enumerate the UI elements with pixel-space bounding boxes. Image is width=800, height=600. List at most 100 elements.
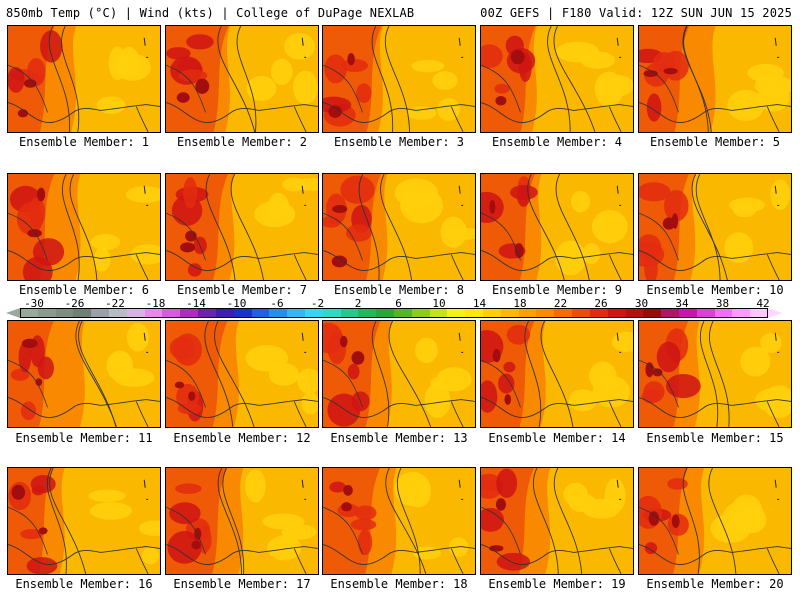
colorbar-segment xyxy=(500,308,520,318)
colorbar-segment xyxy=(287,308,306,318)
colorbar-tick-label: 22 xyxy=(553,297,568,310)
colorbar-segment xyxy=(447,308,466,318)
colorbar-segment xyxy=(678,308,698,318)
colorbar-tick-label: -26 xyxy=(64,297,85,310)
colorbar-segment xyxy=(554,308,573,318)
colorbar-segment xyxy=(198,308,217,318)
ensemble-member-label: Ensemble Member: 10 xyxy=(646,283,784,297)
colorbar-segment xyxy=(376,308,395,318)
ensemble-member-label: Ensemble Member: 4 xyxy=(491,135,623,149)
ensemble-member-map xyxy=(480,467,634,575)
colorbar-tick-label: -10 xyxy=(226,297,247,310)
colorbar-segment xyxy=(696,308,716,318)
colorbar-segment xyxy=(55,308,74,318)
colorbar-tick-label: -18 xyxy=(145,297,166,310)
ensemble-member-label: Ensemble Member: 20 xyxy=(646,577,784,591)
ensemble-member-map xyxy=(322,320,476,428)
colorbar-segment xyxy=(126,308,146,318)
ensemble-member-map xyxy=(165,173,319,281)
run-valid-time: 00Z GEFS | F180 Valid: 12Z SUN JUN 15 20… xyxy=(480,6,792,20)
ensemble-member-map xyxy=(322,25,476,133)
colorbar-tick-label: -14 xyxy=(186,297,206,310)
ensemble-member-map xyxy=(322,173,476,281)
colorbar-segment xyxy=(483,308,502,318)
colorbar-segment xyxy=(572,308,591,318)
colorbar-segment xyxy=(714,308,733,318)
colorbar-segment xyxy=(625,308,644,318)
ensemble-member-label: Ensemble Member: 16 xyxy=(15,577,153,591)
ensemble-member-label: Ensemble Member: 12 xyxy=(173,431,311,445)
colorbar-segment xyxy=(536,308,555,318)
colorbar-segment xyxy=(358,308,377,318)
ensemble-member-map xyxy=(165,467,319,575)
colorbar-segment xyxy=(465,308,484,318)
ensemble-member-map xyxy=(480,320,634,428)
ensemble-member-map xyxy=(480,25,634,133)
colorbar-segment xyxy=(144,308,163,318)
colorbar-tick-label: -22 xyxy=(105,297,125,310)
colorbar-segment xyxy=(233,308,252,318)
temperature-colorbar xyxy=(20,308,769,318)
colorbar-tick-label: -2 xyxy=(310,297,325,310)
ensemble-member-map xyxy=(7,173,161,281)
colorbar-segment xyxy=(322,308,342,318)
ensemble-member-label: Ensemble Member: 17 xyxy=(173,577,311,591)
colorbar-segment xyxy=(269,308,288,318)
colorbar-tick-label: -6 xyxy=(270,297,284,310)
ensemble-member-label: Ensemble Member: 7 xyxy=(176,283,308,297)
ensemble-member-label: Ensemble Member: 2 xyxy=(176,135,308,149)
colorbar-segment xyxy=(304,308,324,318)
ensemble-member-map xyxy=(638,173,792,281)
colorbar-segment xyxy=(109,308,128,318)
map-title: 850mb Temp (°C) | Wind (kts) | College o… xyxy=(6,6,415,20)
ensemble-member-label: Ensemble Member: 8 xyxy=(333,283,465,297)
ensemble-member-map xyxy=(638,320,792,428)
colorbar-segment xyxy=(661,308,680,318)
colorbar-tick-label: 18 xyxy=(513,297,527,310)
colorbar-tick-label: 6 xyxy=(395,297,402,310)
colorbar-left-arrow xyxy=(6,308,20,318)
ensemble-member-map xyxy=(165,320,319,428)
colorbar-segment xyxy=(251,308,270,318)
ensemble-member-map xyxy=(7,467,161,575)
ensemble-member-label: Ensemble Member: 19 xyxy=(488,577,626,591)
colorbar-tick-label: 26 xyxy=(594,297,608,310)
colorbar-segment xyxy=(73,308,92,318)
colorbar-tick-label: -30 xyxy=(24,297,44,310)
ensemble-member-label: Ensemble Member: 15 xyxy=(646,431,784,445)
colorbar-segment xyxy=(429,308,448,318)
ensemble-member-label: Ensemble Member: 9 xyxy=(491,283,623,297)
colorbar-segment xyxy=(91,308,110,318)
colorbar-segment xyxy=(750,308,769,318)
colorbar-segment xyxy=(180,308,199,318)
ensemble-member-label: Ensemble Member: 6 xyxy=(18,283,150,297)
colorbar-segment xyxy=(162,308,181,318)
colorbar-segment xyxy=(607,308,626,318)
colorbar-tick-label: 30 xyxy=(634,297,649,310)
ensemble-member-label: Ensemble Member: 11 xyxy=(15,431,153,445)
ensemble-member-label: Ensemble Member: 5 xyxy=(649,135,781,149)
colorbar-tick-label: 38 xyxy=(715,297,730,310)
ensemble-member-label: Ensemble Member: 14 xyxy=(488,431,626,445)
colorbar-tick-label: 42 xyxy=(756,297,770,310)
ensemble-member-map xyxy=(638,25,792,133)
colorbar-tick-label: 14 xyxy=(472,297,487,310)
ensemble-member-label: Ensemble Member: 18 xyxy=(330,577,468,591)
ensemble-member-label: Ensemble Member: 13 xyxy=(330,431,468,445)
ensemble-member-label: Ensemble Member: 1 xyxy=(18,135,150,149)
colorbar-segment xyxy=(20,308,39,318)
colorbar-right-arrow xyxy=(768,308,782,318)
ensemble-member-map xyxy=(7,320,161,428)
colorbar-segment xyxy=(340,308,359,318)
colorbar-segment xyxy=(394,308,413,318)
colorbar-segment xyxy=(518,308,537,318)
colorbar-segment xyxy=(37,308,57,318)
ensemble-member-map xyxy=(165,25,319,133)
colorbar-segment xyxy=(589,308,609,318)
colorbar-tick-label: 2 xyxy=(354,297,362,310)
colorbar-segment xyxy=(215,308,235,318)
ensemble-member-map xyxy=(7,25,161,133)
colorbar-segment xyxy=(732,308,751,318)
colorbar-tick-label: 10 xyxy=(432,297,446,310)
ensemble-member-label: Ensemble Member: 3 xyxy=(333,135,465,149)
